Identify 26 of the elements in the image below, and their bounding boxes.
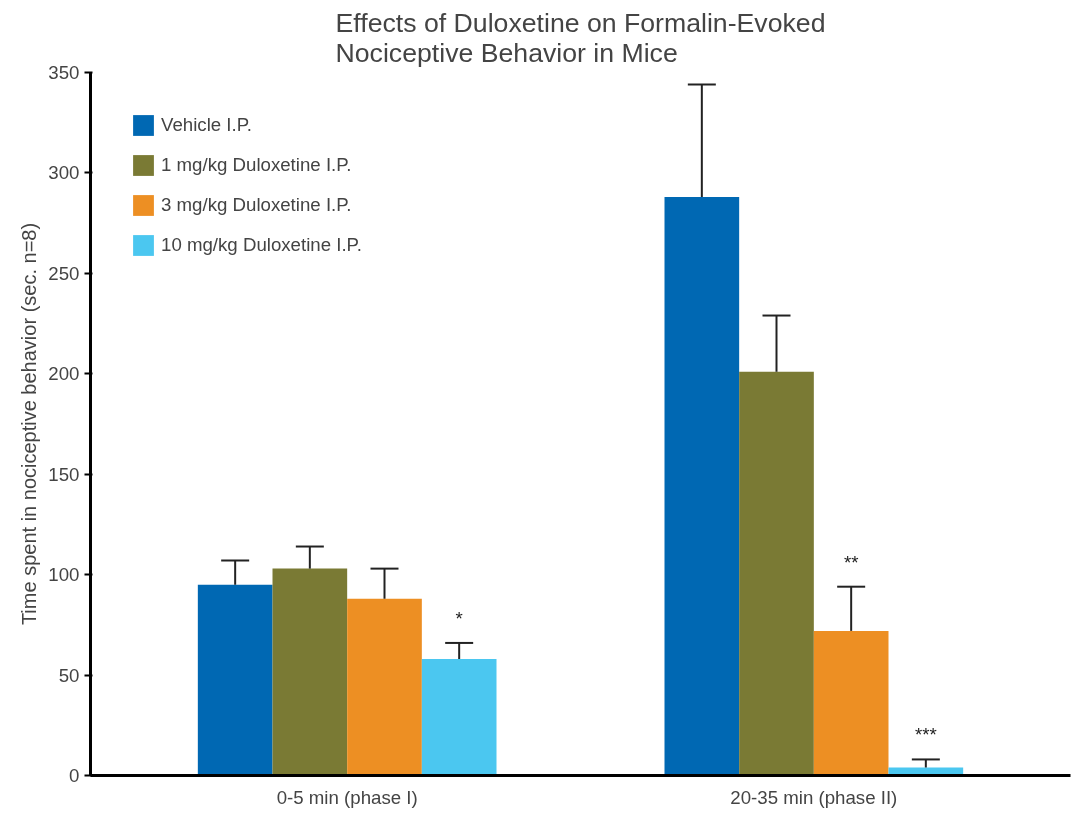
y-tick-label: 0: [69, 765, 80, 786]
x-tick-label: 20-35 min (phase II): [730, 786, 898, 808]
bar: [272, 568, 348, 776]
bar: [813, 630, 889, 776]
legend-label: 1 mg/kg Duloxetine I.P.: [161, 154, 352, 176]
x-tick-label: 0-5 min (phase I): [276, 786, 418, 808]
data-label: **: [843, 551, 859, 573]
data-label: ***: [914, 724, 937, 746]
y-tick-label: 350: [48, 62, 80, 83]
legend-label: 3 mg/kg Duloxetine I.P.: [161, 194, 352, 216]
bar: [664, 197, 740, 776]
y-tick-label: 50: [58, 664, 80, 686]
y-tick-label: 300: [48, 162, 80, 184]
bar: [421, 659, 497, 776]
legend-label: Vehicle I.P.: [161, 114, 252, 136]
bar: [197, 584, 273, 776]
chart-title: Effects of Duloxetine on Formalin-Evoked Nociceptive Behavior in Mice: [335, 7, 826, 68]
y-tick-label: 100: [48, 564, 80, 586]
data-label: *: [455, 607, 463, 629]
y-tick-label: 250: [48, 262, 80, 284]
y-axis-title: Time spent in nociceptive behavior (sec. n=8): [18, 222, 41, 626]
legend-label: 10 mg/kg Duloxetine I.P.: [161, 234, 362, 256]
y-tick-label: 200: [48, 363, 80, 385]
y-tick-label: 150: [48, 463, 80, 485]
bar: [739, 371, 814, 776]
bar: [347, 598, 422, 776]
